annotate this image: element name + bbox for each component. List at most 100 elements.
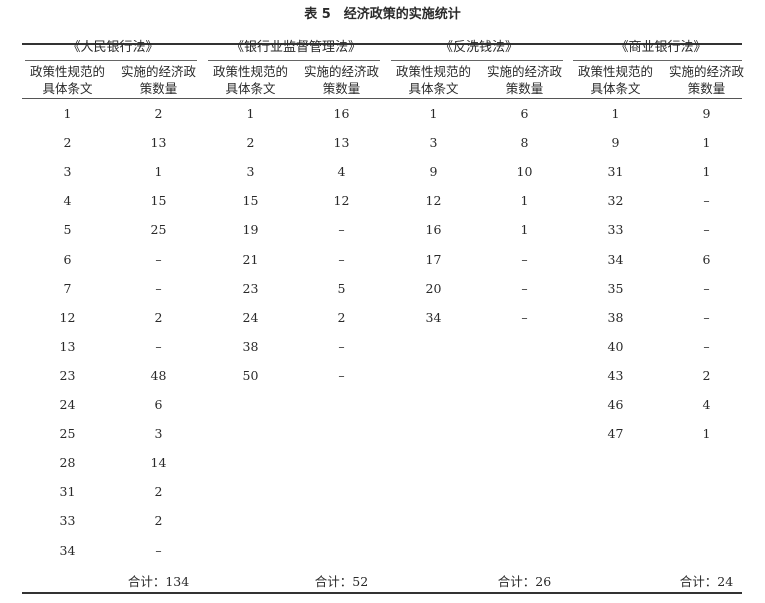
cell-count: –: [703, 309, 710, 325]
column-header-line: 具体条文: [225, 81, 276, 96]
column-header-count: 实施的经济政 策数量: [661, 63, 752, 97]
cell-count: 4: [702, 397, 711, 412]
group-header: 《反洗钱法》: [439, 40, 518, 55]
cell-article: 47: [607, 426, 624, 442]
group-header: 《商业银行法》: [615, 40, 707, 55]
column-header-line: 实施的经济政: [486, 64, 562, 79]
cell-article: 46: [607, 397, 624, 412]
cell-count: 5: [337, 280, 346, 296]
group-subrule: [391, 60, 563, 61]
column-header-article: 政策性规范的 具体条文: [388, 63, 479, 97]
header-rule: [22, 98, 742, 99]
cell-article: 19: [242, 222, 259, 238]
cell-article: 7: [63, 280, 72, 296]
cell-count: 1: [702, 135, 711, 151]
cell-article: 3: [429, 135, 438, 151]
cell-count: 2: [154, 106, 163, 121]
cell-article: 3: [63, 164, 72, 180]
cell-article: 6: [63, 251, 72, 267]
column-header-line: 政策性规范的: [212, 64, 288, 79]
cell-article: 16: [425, 222, 442, 238]
top-rule: [22, 43, 742, 45]
group-subrule: [25, 60, 197, 61]
cell-article: 9: [611, 135, 620, 151]
cell-count: 4: [337, 164, 346, 180]
column-header-line: 政策性规范的: [577, 64, 653, 79]
column-header-line: 策数量: [505, 81, 544, 96]
cell-article: 21: [242, 251, 259, 267]
cell-article: 12: [59, 309, 76, 325]
cell-article: 23: [59, 367, 76, 383]
cell-count: 9: [702, 106, 711, 121]
column-header-line: 具体条文: [590, 81, 641, 96]
cell-count: 1: [154, 164, 163, 180]
cell-article: 24: [59, 397, 76, 412]
column-header-count: 实施的经济政 策数量: [296, 63, 387, 97]
cell-count: 1: [702, 164, 711, 180]
column-header-article: 政策性规范的 具体条文: [570, 63, 661, 97]
cell-article: 1: [63, 106, 72, 121]
cell-count: 2: [702, 367, 711, 383]
column-header-line: 具体条文: [408, 81, 459, 96]
cell-article: 33: [607, 222, 624, 238]
bottom-rule: [22, 592, 742, 594]
cell-count: –: [338, 251, 345, 267]
cell-count: 2: [154, 484, 163, 500]
cell-count: –: [703, 222, 710, 238]
cell-count: 2: [154, 513, 163, 529]
cell-article: 3: [246, 164, 255, 180]
group-total: 合计：52: [314, 574, 369, 589]
cell-article: 50: [242, 367, 259, 383]
cell-count: 3: [154, 426, 163, 442]
cell-article: 25: [59, 426, 76, 442]
cell-count: 48: [150, 367, 167, 383]
cell-count: 10: [516, 164, 533, 180]
cell-article: 38: [607, 309, 624, 325]
cell-count: 6: [702, 251, 711, 267]
column-header-line: 实施的经济政: [668, 64, 744, 79]
cell-count: 2: [154, 309, 163, 325]
group-header: 《人民银行法》: [67, 40, 159, 55]
cell-article: 12: [425, 193, 442, 209]
cell-count: 6: [520, 106, 529, 121]
cell-count: 13: [333, 135, 350, 151]
column-header-line: 政策性规范的: [29, 64, 105, 79]
cell-article: 34: [607, 251, 624, 267]
cell-article: 9: [429, 164, 438, 180]
column-header-line: 政策性规范的: [395, 64, 471, 79]
column-header-line: 策数量: [139, 81, 178, 96]
cell-count: –: [338, 338, 345, 354]
column-header-article: 政策性规范的 具体条文: [205, 63, 296, 97]
cell-article: 2: [246, 135, 255, 151]
cell-count: –: [703, 280, 710, 296]
cell-article: 43: [607, 367, 624, 383]
cell-article: 1: [429, 106, 438, 121]
column-header-article: 政策性规范的 具体条文: [22, 63, 113, 97]
cell-article: 20: [425, 280, 442, 296]
cell-article: 24: [242, 309, 259, 325]
cell-article: 1: [246, 106, 255, 121]
column-header-line: 策数量: [322, 81, 361, 96]
column-header-line: 实施的经济政: [303, 64, 379, 79]
column-header-count: 实施的经济政 策数量: [113, 63, 204, 97]
cell-article: 17: [425, 251, 442, 267]
cell-count: 2: [337, 309, 346, 325]
cell-count: –: [338, 367, 345, 383]
cell-article: 4: [63, 193, 72, 209]
cell-count: –: [155, 542, 162, 558]
cell-article: 2: [63, 135, 72, 151]
column-header-line: 具体条文: [42, 81, 93, 96]
column-header-line: 实施的经济政: [120, 64, 196, 79]
cell-count: 16: [333, 106, 350, 121]
cell-article: 23: [242, 280, 259, 296]
group-subrule: [573, 60, 742, 61]
cell-count: 8: [520, 135, 529, 151]
cell-count: 6: [154, 397, 163, 412]
cell-count: –: [155, 280, 162, 296]
cell-article: 32: [607, 193, 624, 209]
cell-article: 1: [611, 106, 620, 121]
cell-count: 1: [520, 222, 529, 238]
cell-count: 14: [150, 455, 167, 471]
cell-count: 15: [150, 193, 167, 209]
cell-article: 15: [242, 193, 259, 209]
